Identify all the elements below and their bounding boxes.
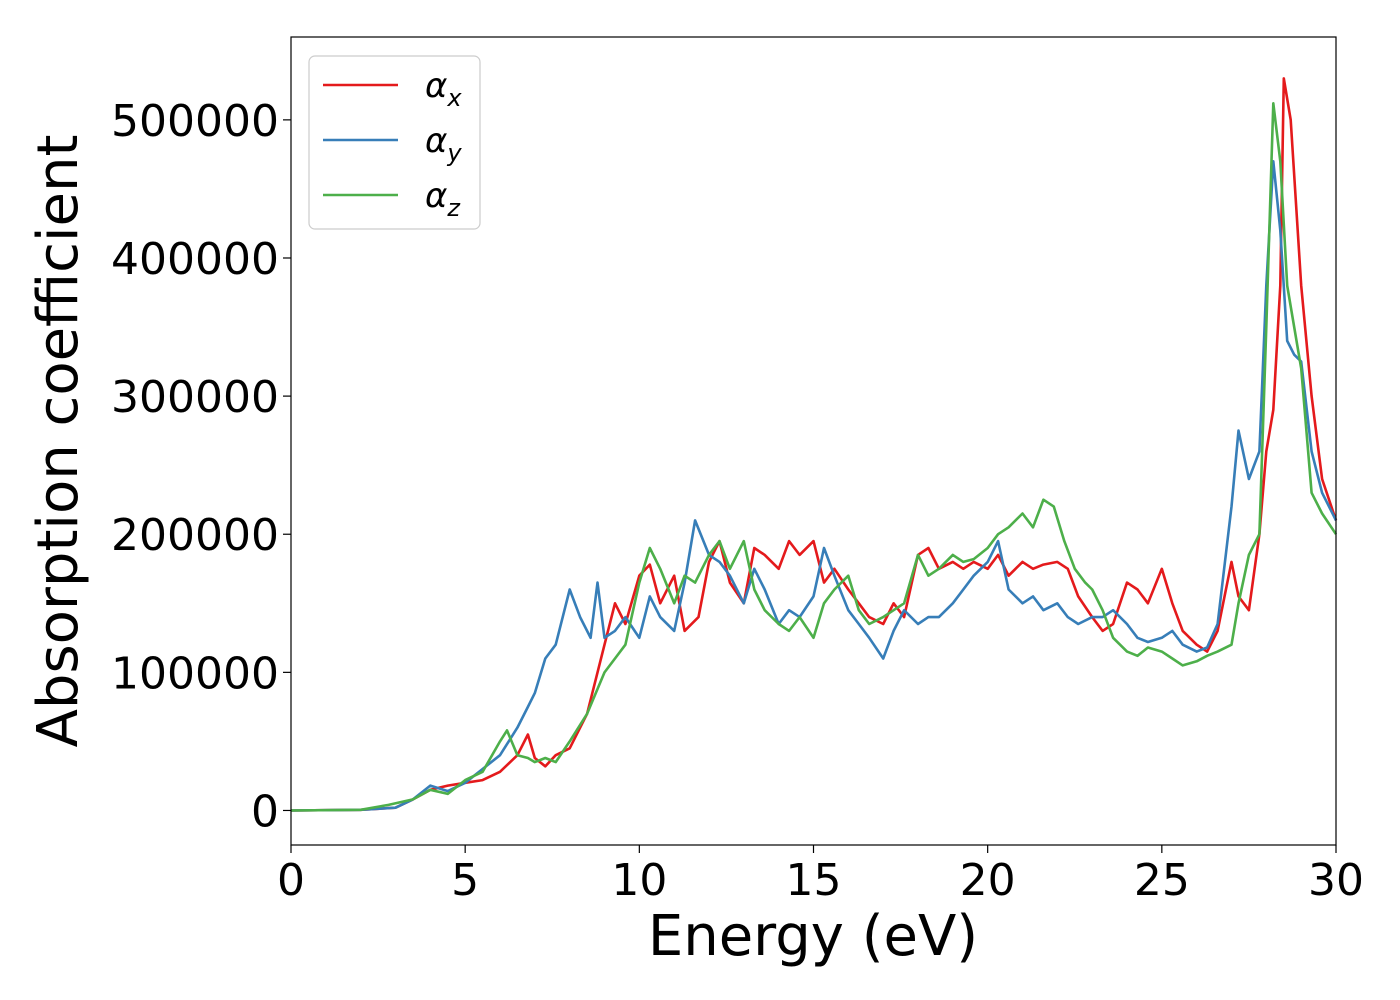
y-tick-label: 200000	[111, 510, 279, 561]
x-tick-label: 15	[786, 855, 842, 906]
series-layer	[290, 77, 1338, 812]
y-tick-label: 0	[251, 786, 279, 837]
legend-label-z: αz	[425, 176, 461, 222]
series-line-y	[290, 160, 1338, 812]
y-axis-title: Absorption coefficient	[26, 135, 91, 748]
legend-label-y: αy	[425, 121, 462, 167]
x-tick-label: 10	[611, 855, 667, 906]
x-tick-label: 0	[277, 855, 305, 906]
x-tick-label: 30	[1308, 855, 1364, 906]
legend-frame	[308, 55, 481, 230]
x-axis: 0 5 10 15 20 25 30	[277, 845, 1364, 906]
legend-label-x: αx	[425, 66, 462, 112]
y-tick-label: 400000	[111, 234, 279, 285]
x-tick-label: 20	[960, 855, 1016, 906]
y-axis: 0 100000 200000 300000 400000 500000	[111, 96, 291, 837]
y-tick-label: 300000	[111, 372, 279, 423]
y-tick-label: 100000	[111, 648, 279, 699]
legend: αx αy αz	[308, 55, 481, 230]
x-tick-label: 25	[1134, 855, 1190, 906]
x-axis-title: Energy (eV)	[648, 904, 978, 969]
x-tick-label: 5	[451, 855, 479, 906]
series-line-z	[290, 102, 1338, 812]
y-tick-label: 500000	[111, 96, 279, 147]
